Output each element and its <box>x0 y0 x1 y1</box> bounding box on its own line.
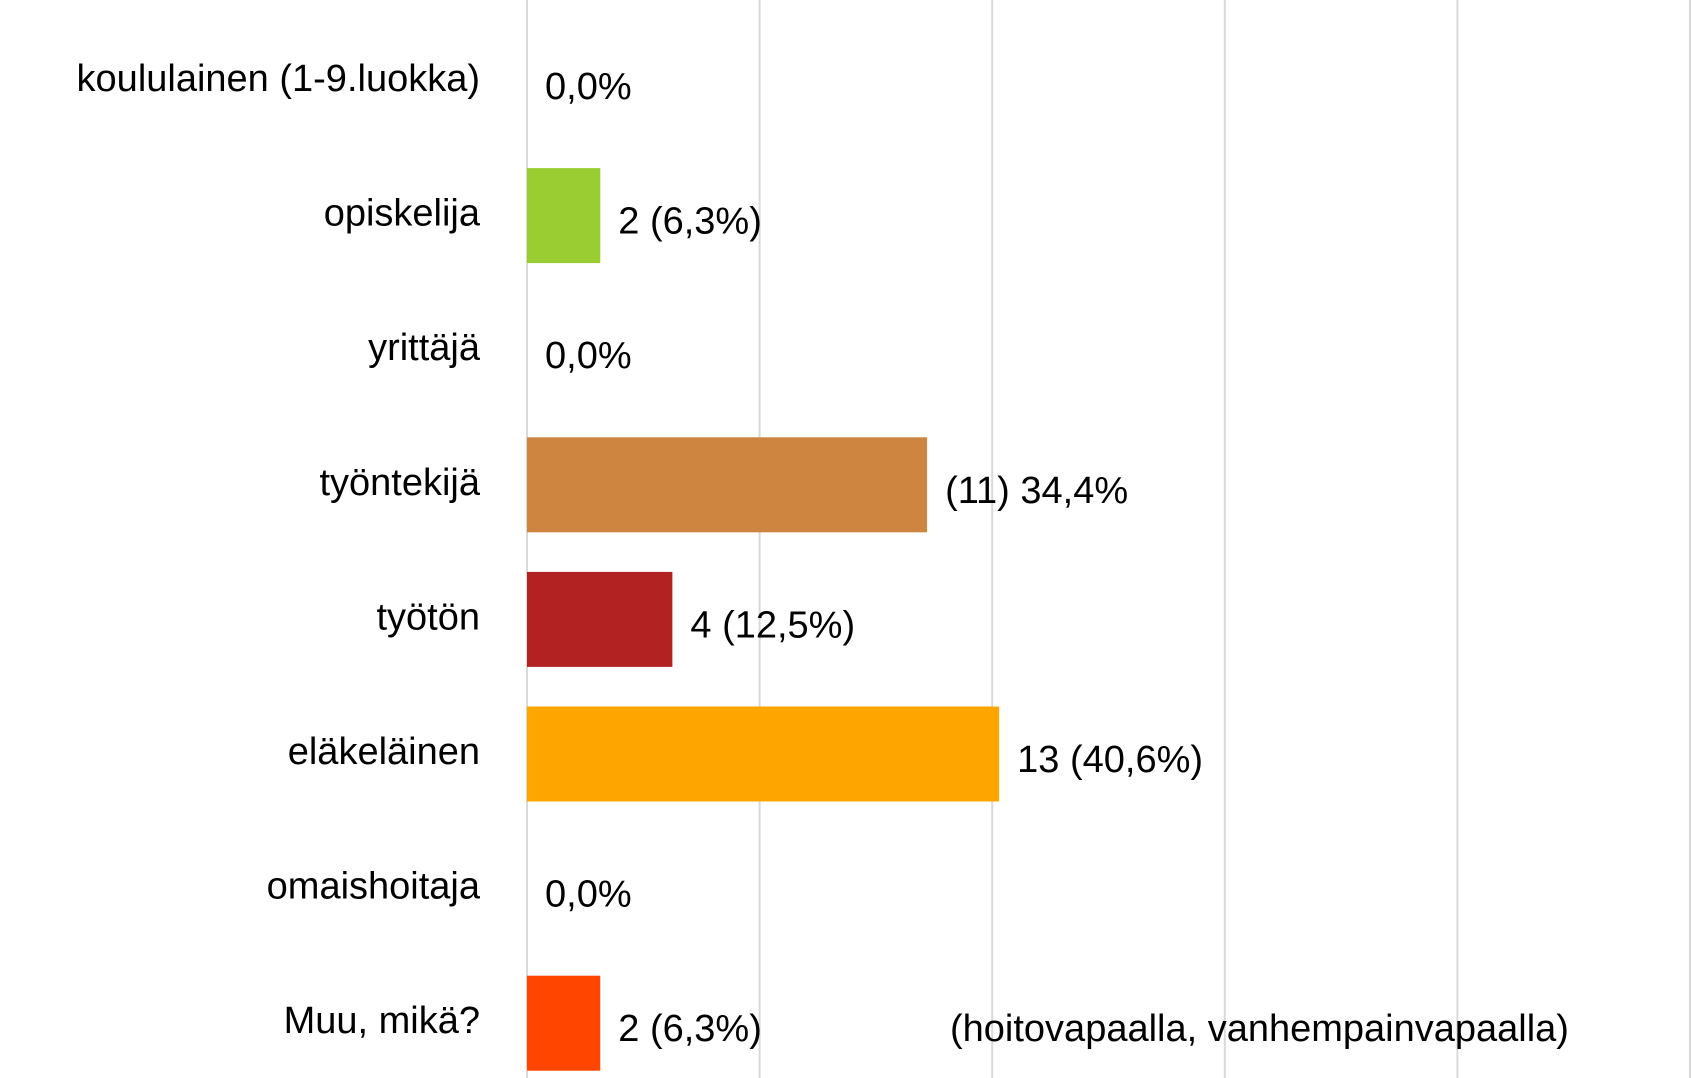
data-label: 0,0% <box>545 874 632 916</box>
category-label: koululainen (1-9.luokka) <box>77 58 480 100</box>
category-label: opiskelija <box>324 193 481 235</box>
annotation: (hoitovapaalla, vanhempainvapaalla) <box>950 1008 1569 1050</box>
category-label: eläkeläinen <box>288 731 480 773</box>
category-label: Muu, mikä? <box>284 1000 480 1042</box>
data-label: 0,0% <box>545 335 632 377</box>
bar <box>527 706 1000 802</box>
category-label: omaishoitaja <box>267 866 481 908</box>
bar <box>527 571 673 667</box>
bar <box>527 975 601 1071</box>
data-label: 2 (6,3%) <box>618 1008 762 1050</box>
data-label: 2 (6,3%) <box>618 201 762 243</box>
category-label: työtön <box>376 596 480 638</box>
category-label: yrittäjä <box>368 327 481 369</box>
data-label: 4 (12,5%) <box>690 604 855 646</box>
data-label: 13 (40,6%) <box>1017 739 1203 781</box>
data-label: (11) 34,4% <box>945 470 1128 512</box>
data-label: 0,0% <box>545 66 632 108</box>
bar <box>527 437 928 533</box>
category-label: työntekijä <box>319 462 480 504</box>
bar <box>527 168 601 264</box>
